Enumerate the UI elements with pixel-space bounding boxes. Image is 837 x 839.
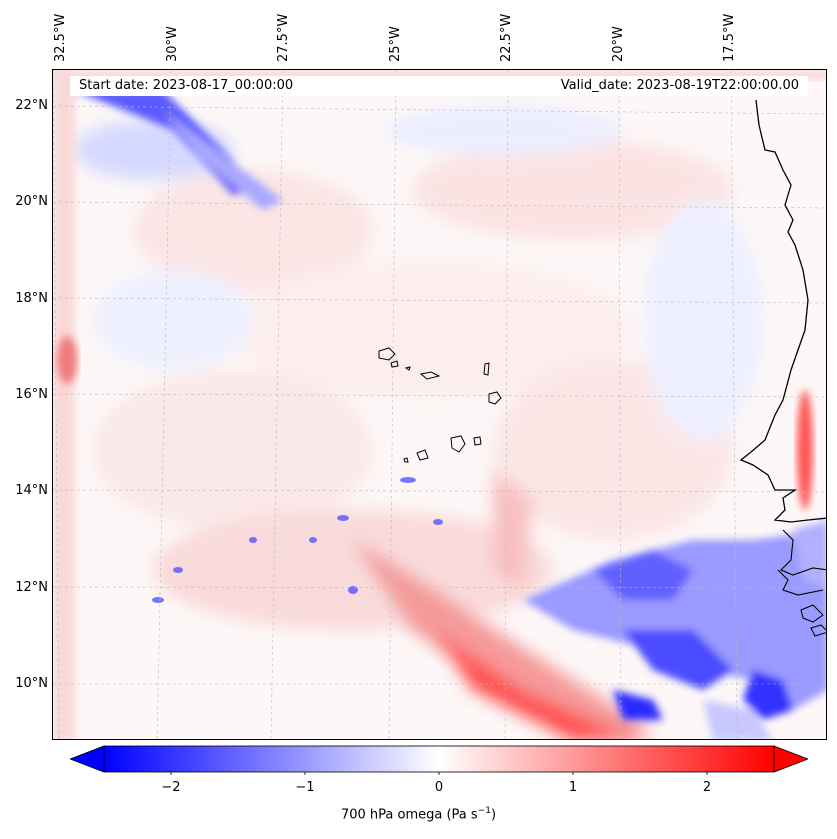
header-strip [70, 76, 808, 96]
colorbar-tick-1: 1 [568, 780, 578, 795]
colorbar-tick-0: 0 [434, 780, 444, 795]
cape-verde-islands [378, 347, 502, 463]
colorbar [70, 745, 808, 775]
colorbar-tick-neg1: −1 [295, 780, 315, 795]
lat-label-16n: 16°N [15, 387, 48, 402]
colorbar-tick-neg2: −2 [161, 780, 181, 795]
lon-label-27-5w: 27.5°W [276, 13, 291, 62]
colorbar-gradient [103, 745, 775, 773]
lat-label-20n: 20°N [15, 194, 48, 209]
omega-field-map [53, 70, 826, 739]
valid-date-label: Valid_date: 2023-08-19T22:00:00.00 [560, 78, 799, 93]
lat-label-10n: 10°N [15, 676, 48, 691]
colorbar-max-arrow [773, 745, 808, 773]
lon-label-20w: 20°W [611, 26, 626, 62]
graticule [53, 70, 826, 739]
lon-label-30w: 30°W [165, 26, 180, 62]
lat-label-22n: 22°N [15, 98, 48, 113]
colorbar-label: 700 hPa omega (Pa s−1) [340, 806, 497, 823]
lon-label-32-5w: 32.5°W [53, 13, 68, 62]
colorbar-ticks [170, 772, 708, 775]
lon-label-25w: 25°W [388, 26, 403, 62]
lon-label-17-5w: 17.5°W [722, 13, 737, 62]
colorbar-min-arrow [70, 745, 105, 773]
lat-label-12n: 12°N [15, 580, 48, 595]
coastline-africa [739, 99, 826, 523]
map-panel [52, 69, 827, 740]
omega-field-shading [73, 105, 763, 630]
colorbar-tick-2: 2 [702, 780, 712, 795]
start-date-label: Start date: 2023-08-17_00:00:00 [79, 78, 294, 93]
lon-label-22-5w: 22.5°W [499, 13, 514, 62]
lat-label-14n: 14°N [15, 483, 48, 498]
lat-label-18n: 18°N [15, 291, 48, 306]
